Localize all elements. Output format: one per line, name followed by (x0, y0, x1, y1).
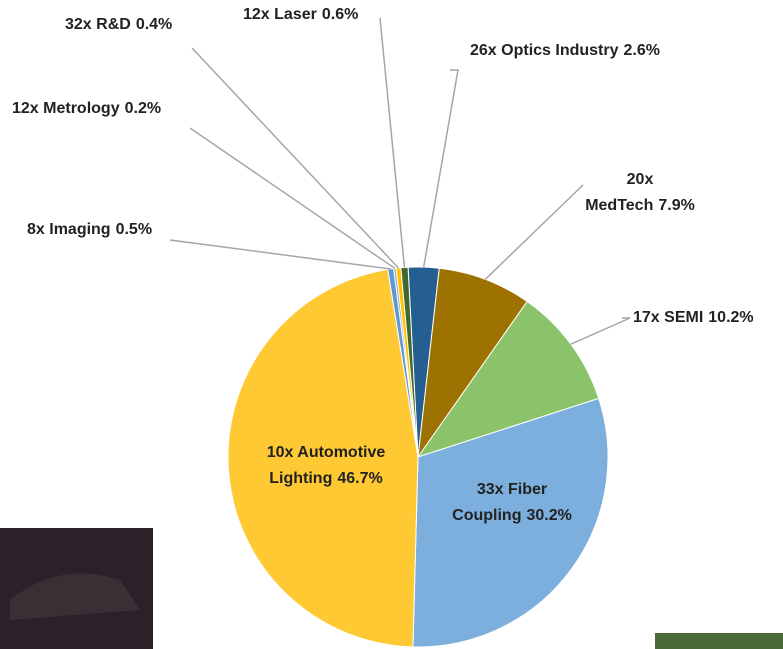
page: 26x Optics Industry 2.6% 20x MedTech 7.9% 17… (0, 0, 783, 649)
leader-line (485, 185, 583, 279)
category-label: 12x Metrology (12, 100, 120, 117)
value-label: 0.6% (322, 6, 358, 23)
category-label: 17x SEMI (633, 309, 703, 326)
slice-label: 26x Optics Industry 2.6% (470, 38, 710, 64)
value-label: 0.2% (125, 100, 161, 117)
value-label: 46.7% (337, 470, 382, 487)
slice-label: 20x MedTech 7.9% (570, 167, 710, 219)
value-label: 0.5% (116, 221, 152, 238)
slice-label: 32x R&D 0.4% (65, 12, 195, 38)
leader-line (424, 70, 458, 267)
category-label: 26x Optics Industry (470, 42, 619, 59)
value-label: 0.4% (136, 16, 172, 33)
slice-label: 8x Imaging 0.5% (27, 217, 177, 243)
value-label: 7.9% (658, 197, 694, 214)
leader-line (380, 18, 404, 267)
leader-line (192, 48, 398, 268)
leader-line (571, 318, 630, 344)
slice-label: 12x Metrology 0.2% (12, 96, 192, 122)
category-label: 8x Imaging (27, 221, 111, 238)
category-label: 32x R&D (65, 16, 131, 33)
slice-label: 17x SEMI 10.2% (633, 305, 783, 331)
value-label: 30.2% (526, 507, 571, 524)
value-label: 2.6% (624, 42, 660, 59)
photo-corner (655, 633, 783, 649)
category-label: 20x MedTech (585, 171, 653, 214)
slice-label: 12x Laser 0.6% (243, 2, 383, 28)
leader-line (170, 240, 391, 269)
category-label: 12x Laser (243, 6, 317, 23)
value-label: 10.2% (708, 309, 753, 326)
